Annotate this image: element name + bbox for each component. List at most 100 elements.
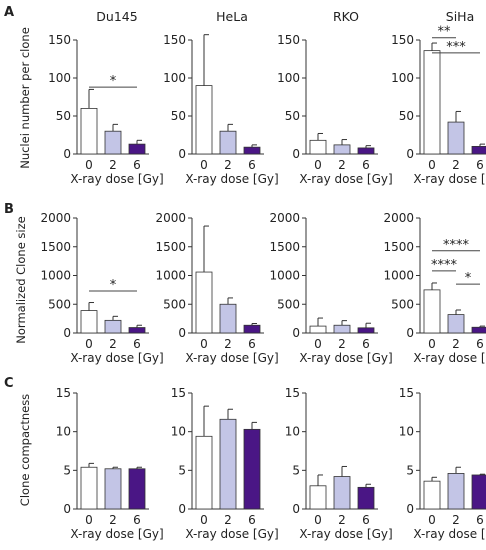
y-tick-label: 0 xyxy=(406,147,414,161)
x-axis-label: X-ray dose [Gy] xyxy=(70,351,163,365)
x-axis-label: X-ray dose [Gy] xyxy=(70,172,163,186)
x-tick-label: 0 xyxy=(200,158,208,172)
subplot: Du145 0 50 100 150 0 2 6X-ray dose [Gy] * xyxy=(48,9,164,186)
y-tick-label: 150 xyxy=(163,33,186,47)
bar-dose-0gy xyxy=(195,435,213,510)
x-tick-label: 0 xyxy=(85,158,93,172)
x-tick-label: 2 xyxy=(338,337,346,351)
subplot: 0 500 1000 1500 2000 0 2 6X-ray dose [Gy] xyxy=(155,211,278,365)
y-tick-label: 0 xyxy=(292,502,300,516)
bar-dose-0gy xyxy=(80,310,98,334)
y-tick-label: 150 xyxy=(391,33,414,47)
subplot: 0 5 10 15 0 2 6X-ray dose [Gy] xyxy=(399,386,486,541)
y-tick-label: 0 xyxy=(178,502,186,516)
y-tick-label: 10 xyxy=(399,425,414,439)
y-tick-label: 5 xyxy=(178,463,186,477)
y-tick-label: 1000 xyxy=(383,269,414,283)
x-tick-label: 2 xyxy=(224,513,232,527)
significance-label: * xyxy=(465,271,472,286)
y-tick-label: 0 xyxy=(292,147,300,161)
y-tick-label: 0 xyxy=(63,147,71,161)
y-tick-label: 0 xyxy=(292,326,300,340)
x-tick-label: 6 xyxy=(133,513,141,527)
y-tick-label: 100 xyxy=(391,71,414,85)
y-tick-label: 0 xyxy=(178,147,186,161)
significance-label: *** xyxy=(446,40,466,55)
bar-dose-0gy xyxy=(195,85,213,155)
y-tick-label: 1000 xyxy=(155,269,186,283)
y-tick-label: 2000 xyxy=(155,211,186,225)
y-tick-label: 0 xyxy=(178,326,186,340)
x-tick-label: 6 xyxy=(476,513,484,527)
bar-dose-6gy xyxy=(243,428,261,510)
x-axis-label: X-ray dose [Gy] xyxy=(413,351,486,365)
subplot-title: RKO xyxy=(333,9,359,24)
bar-dose-6gy xyxy=(128,468,146,510)
x-tick-label: 6 xyxy=(362,513,370,527)
x-tick-label: 0 xyxy=(200,513,208,527)
bar-dose-2gy xyxy=(104,319,122,334)
subplot-title: SiHa xyxy=(446,9,474,24)
x-axis-label: X-ray dose [Gy] xyxy=(185,351,278,365)
x-tick-label: 0 xyxy=(314,337,322,351)
bar-dose-0gy xyxy=(80,108,98,155)
bar-dose-6gy xyxy=(243,324,261,334)
x-tick-label: 0 xyxy=(314,513,322,527)
x-tick-label: 2 xyxy=(452,513,460,527)
y-tick-label: 0 xyxy=(63,326,71,340)
subplot: RKO 0 50 100 150 0 2 6X-ray dose [Gy] xyxy=(277,9,393,186)
y-tick-label: 100 xyxy=(277,71,300,85)
x-tick-label: 2 xyxy=(452,337,460,351)
x-tick-label: 2 xyxy=(338,158,346,172)
y-tick-label: 100 xyxy=(48,71,71,85)
y-axis-label: Nuclei number per clone xyxy=(18,27,32,169)
bar-dose-6gy xyxy=(471,474,486,510)
y-tick-label: 500 xyxy=(48,297,71,311)
subplot: 0 500 1000 1500 2000 0 2 6X-ray dose [Gy] xyxy=(269,211,392,365)
y-tick-label: 15 xyxy=(285,386,300,400)
x-axis-label: X-ray dose [Gy] xyxy=(413,172,486,186)
x-tick-label: 2 xyxy=(224,158,232,172)
y-tick-label: 1500 xyxy=(155,240,186,254)
bar-dose-6gy xyxy=(243,146,261,155)
y-tick-label: 10 xyxy=(171,425,186,439)
y-tick-label: 500 xyxy=(391,297,414,311)
x-tick-label: 2 xyxy=(224,337,232,351)
bar-dose-2gy xyxy=(447,473,465,510)
y-tick-label: 50 xyxy=(171,109,186,123)
x-tick-label: 6 xyxy=(362,337,370,351)
x-tick-label: 6 xyxy=(248,513,256,527)
significance-label: **** xyxy=(431,258,458,273)
x-tick-label: 2 xyxy=(109,513,117,527)
panel-letter-a: A xyxy=(4,5,14,20)
y-tick-label: 10 xyxy=(285,425,300,439)
y-tick-label: 0 xyxy=(406,502,414,516)
x-tick-label: 0 xyxy=(428,337,436,351)
y-axis-label: Clone compactness xyxy=(18,394,32,506)
x-axis-label: X-ray dose [Gy] xyxy=(70,527,163,541)
x-tick-label: 0 xyxy=(85,337,93,351)
y-tick-label: 500 xyxy=(163,297,186,311)
bar-dose-6gy xyxy=(357,147,375,155)
panel-a: Nuclei number per clone Du145 0 50 100 150 0 2 6… xyxy=(18,9,486,186)
x-tick-label: 2 xyxy=(109,158,117,172)
x-tick-label: 2 xyxy=(338,513,346,527)
subplot: HeLa 0 50 100 150 0 2 6X-ray dose [Gy] xyxy=(163,9,279,186)
bar-dose-0gy xyxy=(80,466,98,510)
x-tick-label: 2 xyxy=(109,337,117,351)
x-tick-label: 6 xyxy=(248,337,256,351)
x-tick-label: 6 xyxy=(476,337,484,351)
significance-label: * xyxy=(110,278,117,293)
y-tick-label: 150 xyxy=(277,33,300,47)
bar-dose-2gy xyxy=(219,130,237,155)
subplot: 0 5 10 15 0 2 6X-ray dose [Gy] xyxy=(285,386,393,541)
x-tick-label: 0 xyxy=(200,337,208,351)
bar-dose-6gy xyxy=(471,145,486,155)
bar-dose-2gy xyxy=(219,418,237,510)
bar-dose-0gy xyxy=(195,271,213,334)
y-tick-label: 10 xyxy=(56,425,71,439)
